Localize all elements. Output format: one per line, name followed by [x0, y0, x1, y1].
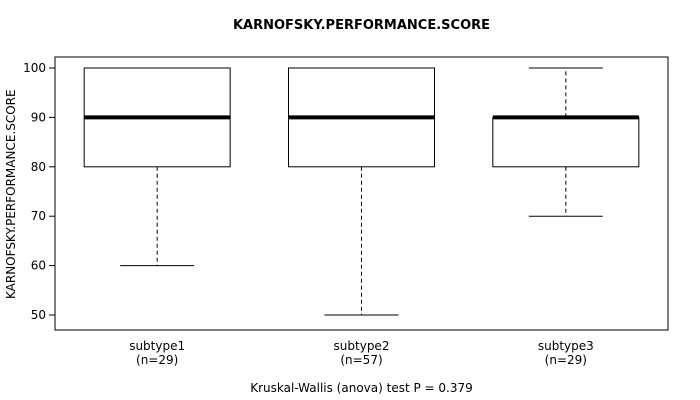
box-iqr [492, 116, 640, 168]
y-tick-label: 60 [31, 259, 46, 273]
chart-title: KARNOFSKY.PERFORMANCE.SCORE [232, 18, 491, 33]
y-tick-label: 50 [31, 308, 46, 322]
y-tick-label: 100 [23, 61, 46, 75]
y-tick-label: 90 [31, 110, 46, 124]
y-tick-label: 70 [31, 209, 46, 223]
category-label: subtype2 [334, 339, 390, 353]
category-n-label: (n=57) [340, 353, 382, 367]
category-label: subtype3 [538, 339, 594, 353]
plot-frame [54, 56, 669, 331]
stat-test-caption: Kruskal-Wallis (anova) test P = 0.379 [250, 381, 473, 395]
category-n-label: (n=29) [136, 353, 178, 367]
category-n-label: (n=29) [545, 353, 587, 367]
y-tick-label: 80 [31, 160, 46, 174]
category-label: subtype1 [129, 339, 185, 353]
